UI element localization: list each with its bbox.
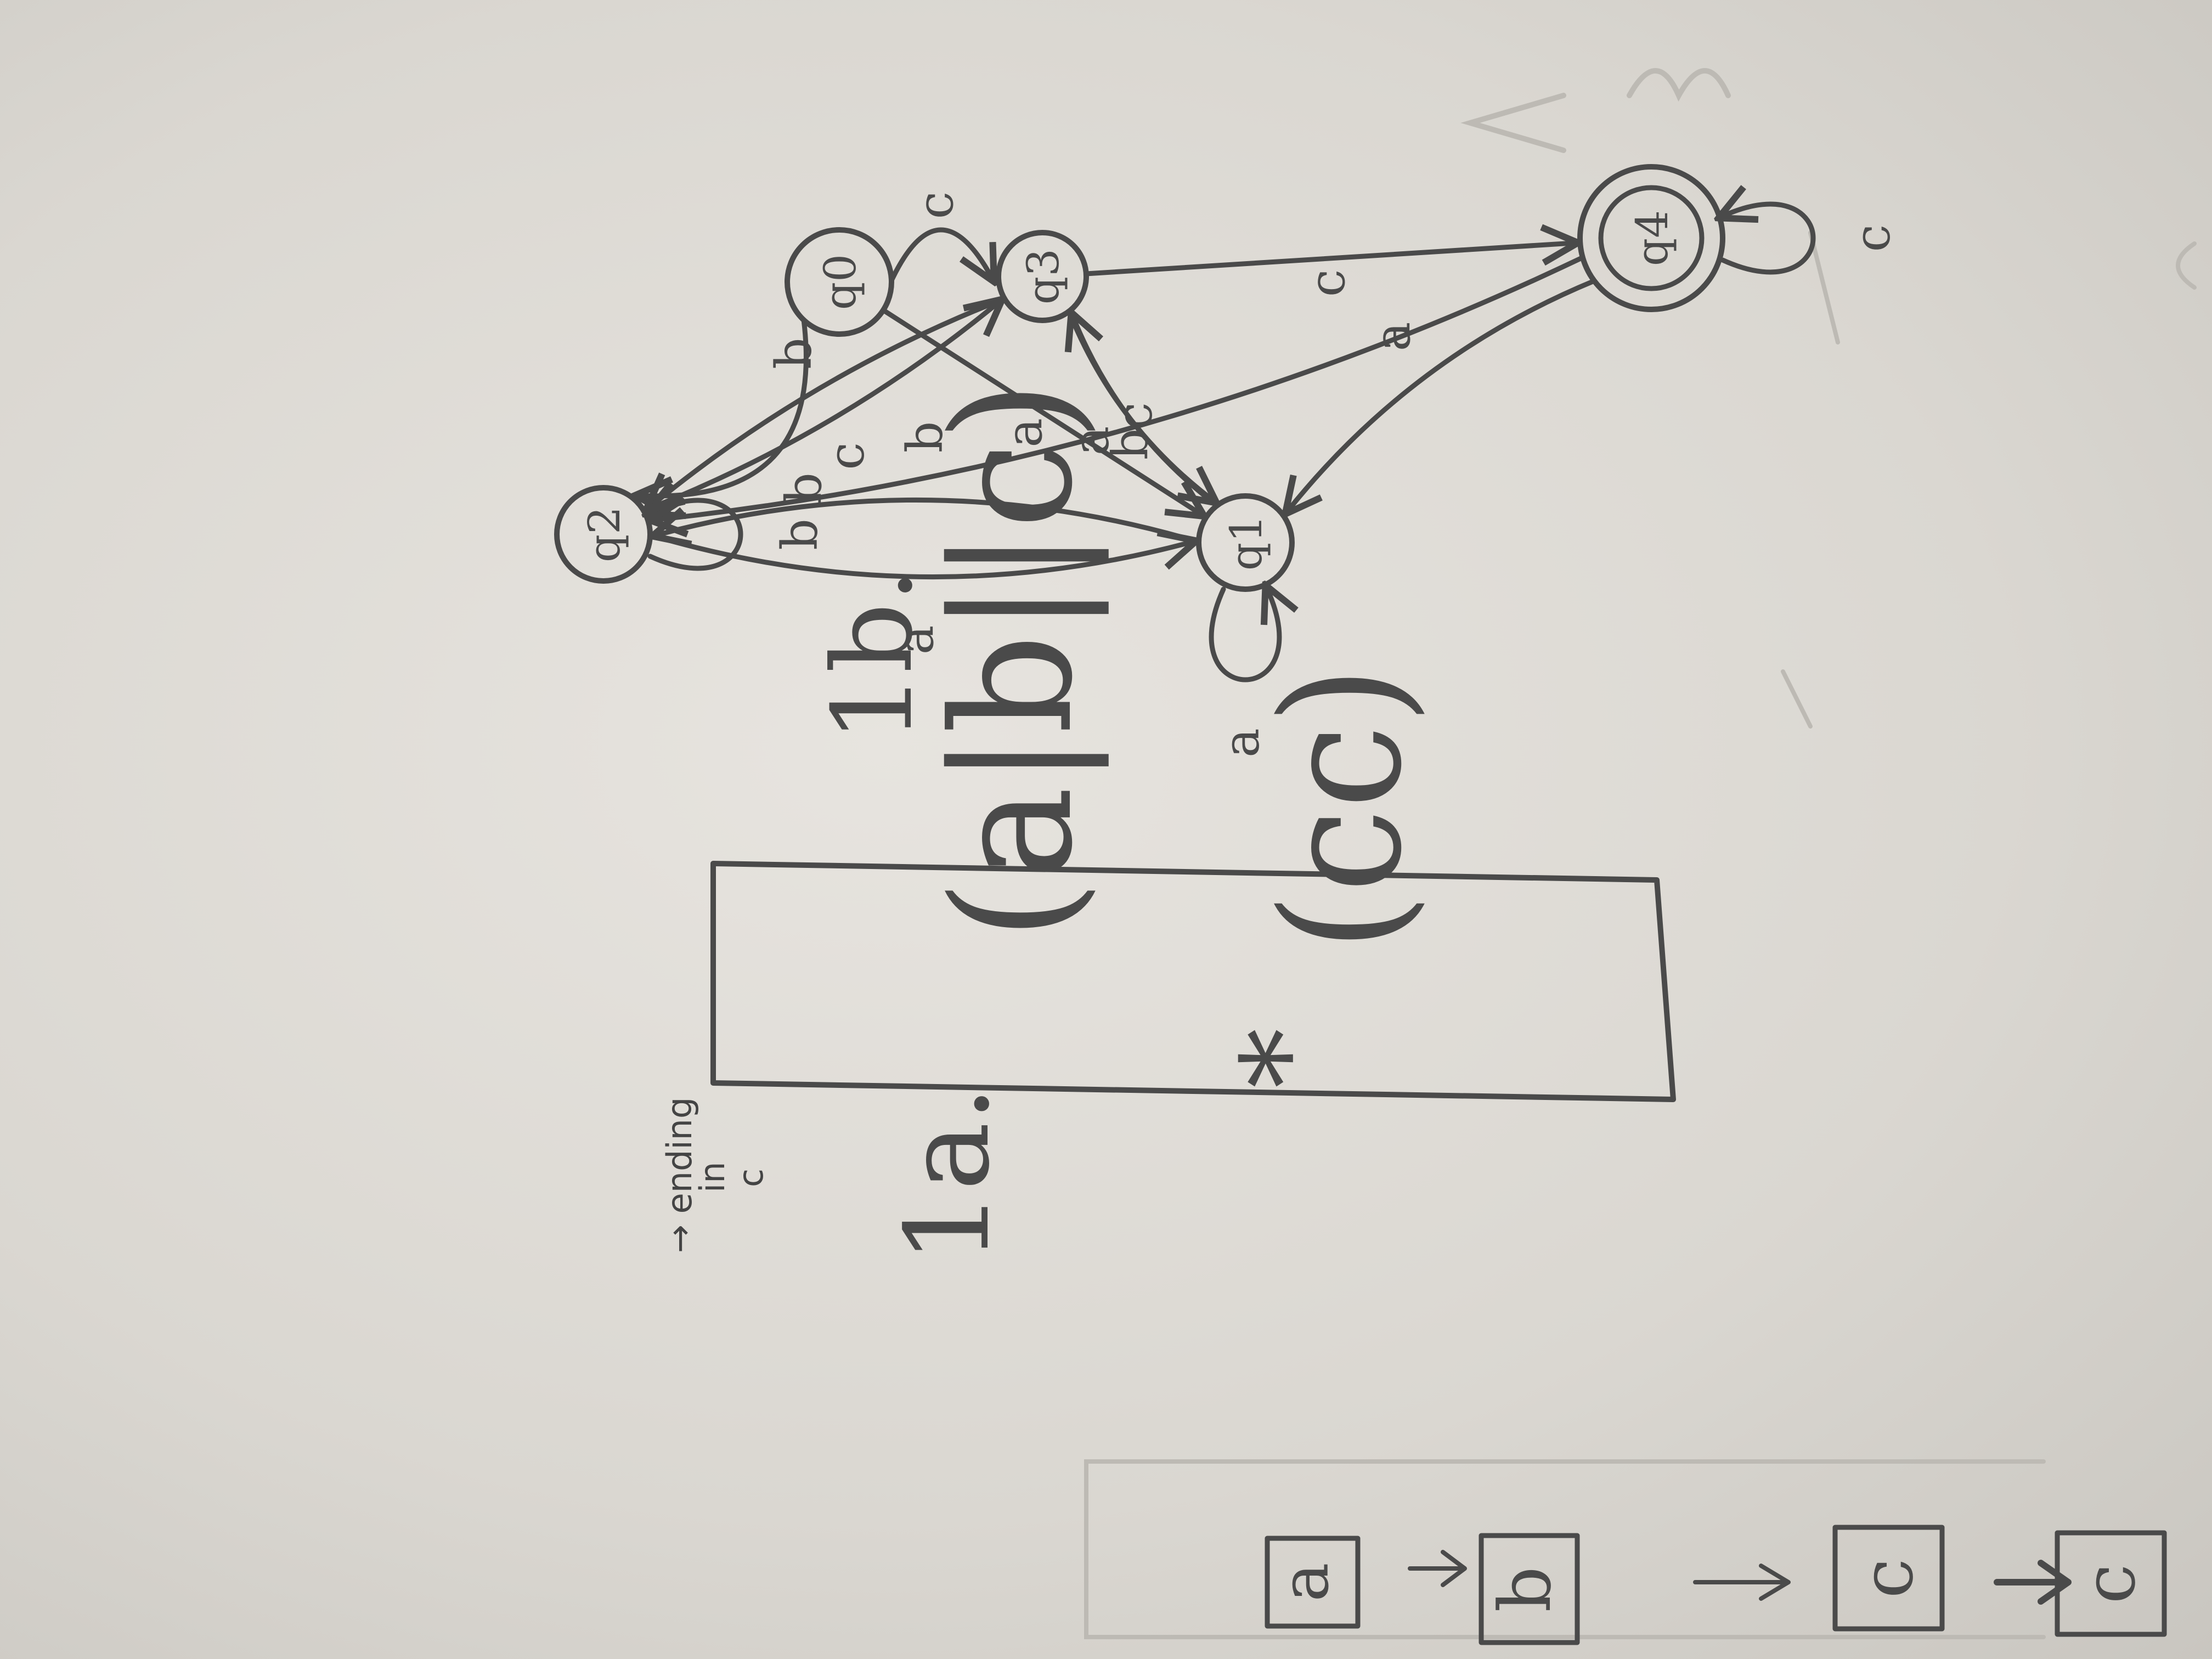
state-circle bbox=[996, 230, 1089, 323]
transition-label: a bbox=[996, 418, 1053, 448]
transition-arrow bbox=[650, 500, 743, 571]
state-label: q3 bbox=[1018, 249, 1069, 304]
transition-q4-q4: c bbox=[1723, 204, 1901, 275]
transition-arrow bbox=[1066, 309, 1214, 500]
strip-box-c2 bbox=[2055, 1530, 2167, 1637]
strip-box-c2-label: c bbox=[2068, 1564, 2151, 1604]
transition-q2-q2: b bbox=[650, 500, 828, 571]
part-1a-label: 1a. bbox=[881, 1085, 1015, 1264]
transition-q4-q2: b bbox=[654, 255, 1585, 520]
regex-main: (a|b||c) bbox=[917, 381, 1111, 940]
transition-q4-q1: a bbox=[1288, 278, 1597, 511]
transition-arrow bbox=[1288, 278, 1597, 511]
strip-box-b-label: b bbox=[1483, 1566, 1567, 1612]
transition-label: b bbox=[765, 337, 822, 369]
state-q2: q2 bbox=[554, 485, 653, 584]
transition-arrow bbox=[1084, 243, 1573, 276]
ending-note-line2: in bbox=[692, 1161, 732, 1193]
transition-arrow bbox=[881, 307, 1200, 514]
state-q0: q0 bbox=[785, 227, 894, 337]
bleed-through-marks bbox=[1460, 68, 2197, 729]
transition-q2-q3: c bbox=[641, 302, 998, 514]
transition-q2-q1: a bbox=[647, 535, 1192, 655]
transition-q0-q3: c bbox=[889, 191, 992, 281]
state-circle bbox=[554, 485, 653, 584]
transition-arrow bbox=[641, 302, 998, 514]
transition-arrow bbox=[1723, 204, 1816, 275]
dfa-nodes: q0 q1 q2 q3 q4 bbox=[554, 164, 1725, 592]
state-circle bbox=[1196, 493, 1295, 592]
transition-arrow bbox=[1209, 589, 1279, 682]
transition-label: c bbox=[1843, 224, 1901, 252]
transition-q3-q4: c bbox=[1084, 243, 1573, 297]
strip-box-a-label: a bbox=[1267, 1562, 1344, 1602]
accepting-ring bbox=[1598, 185, 1705, 291]
state-label: q2 bbox=[579, 506, 630, 562]
transition-label: c bbox=[818, 442, 876, 470]
transition-arrow bbox=[654, 255, 1585, 520]
regex-star: * bbox=[1216, 1028, 1356, 1088]
transition-label: b bbox=[771, 518, 828, 550]
letter-strip: a b c c bbox=[1084, 1459, 2167, 1645]
transition-label: a bbox=[887, 625, 945, 655]
state-q4: q4 bbox=[1577, 164, 1725, 312]
strip-box-c1 bbox=[1832, 1525, 1945, 1632]
regex-tail: (cc) bbox=[1246, 666, 1438, 951]
strip-box-a bbox=[1265, 1536, 1361, 1629]
state-label: q1 bbox=[1221, 515, 1272, 571]
state-label: q0 bbox=[815, 254, 866, 310]
transition-label: a bbox=[1212, 728, 1270, 758]
part-1b-label: 1b. bbox=[809, 568, 937, 743]
ending-note-line3: c bbox=[731, 1169, 771, 1187]
transition-q0-q1: a bbox=[881, 307, 1200, 514]
transition-arrow bbox=[889, 227, 992, 280]
part-1a: 1a. → ending in c (a|b||c) * (cc) bbox=[659, 381, 1676, 1264]
strip-box-c1-label: c bbox=[1846, 1559, 1929, 1599]
transition-label: c bbox=[907, 191, 964, 219]
transition-q3-q2: b bbox=[650, 296, 1007, 507]
transition-label: b bbox=[1102, 428, 1159, 460]
transition-label: b bbox=[896, 421, 954, 453]
transition-q3-q1: a bbox=[1063, 309, 1214, 500]
strip-box-b bbox=[1479, 1533, 1580, 1645]
state-label: q4 bbox=[1627, 210, 1678, 266]
state-circle bbox=[785, 227, 894, 337]
ending-note-line1: → ending bbox=[659, 1097, 699, 1253]
state-q1: q1 bbox=[1196, 493, 1295, 592]
regex-box bbox=[710, 861, 1676, 1102]
state-circle bbox=[1577, 164, 1725, 312]
transition-label: c bbox=[1299, 269, 1356, 297]
transition-q1-q1: a bbox=[1209, 589, 1279, 758]
state-q3: q3 bbox=[996, 230, 1089, 323]
transition-arrow bbox=[650, 296, 1007, 507]
transition-arrow bbox=[647, 535, 1192, 580]
